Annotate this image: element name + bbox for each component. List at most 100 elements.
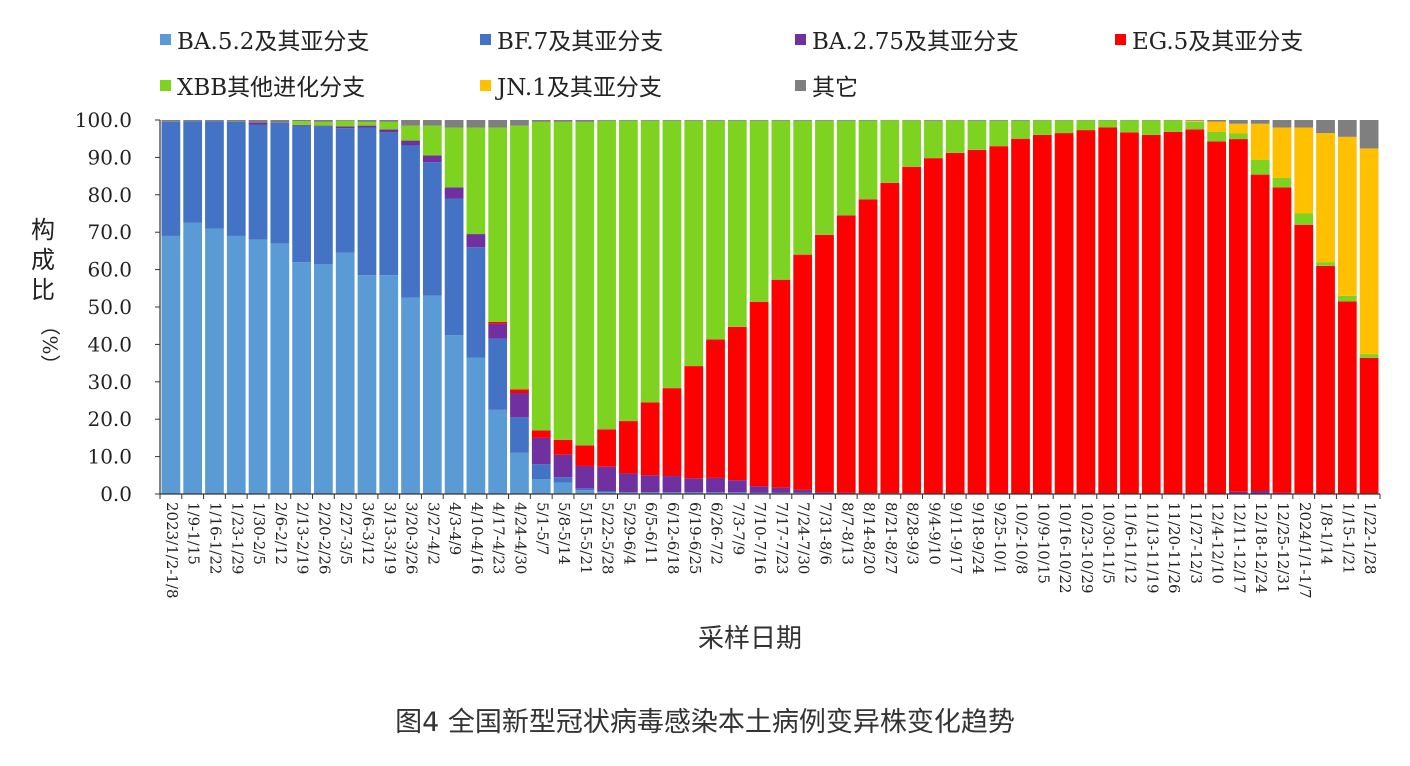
y-tick-label: 40.0 (87, 332, 132, 356)
bar-segment (335, 126, 355, 129)
bar-segment (1032, 120, 1052, 135)
y-tick-label: 100.0 (75, 108, 132, 132)
bar-segment (553, 120, 573, 122)
bar-segment (967, 120, 987, 121)
legend-swatch (1115, 33, 1126, 45)
bar-segment (597, 429, 616, 467)
bar-segment (619, 120, 638, 121)
bar-segment (553, 121, 573, 440)
bar-segment (662, 388, 682, 477)
bar-segment (836, 215, 856, 493)
bar-segment (575, 121, 595, 446)
bar-segment (575, 490, 595, 494)
bar-segment (357, 125, 377, 128)
bar-segment (1229, 133, 1248, 140)
x-tick-label: 7/24-7/30 (795, 502, 813, 574)
bar-segment (531, 120, 551, 122)
bar-segment (662, 476, 682, 493)
legend-swatch (480, 33, 491, 45)
x-tick-label: 1/30-2/5 (250, 502, 268, 565)
bar-segment (575, 120, 595, 122)
bar-segment (793, 120, 813, 255)
bar-segment (248, 122, 268, 125)
x-tick-label: 12/11-12/17 (1230, 502, 1248, 594)
bar-segment (335, 120, 355, 121)
bar-segment (1250, 159, 1270, 175)
bar-segment (727, 120, 747, 327)
x-tick-label: 2023/1/2-1/8 (163, 502, 181, 599)
bar-segment (684, 120, 704, 121)
bar-segment (597, 120, 616, 121)
bar-segment (1141, 120, 1161, 135)
bar-segment (684, 366, 704, 479)
bar-segment (314, 126, 333, 264)
bar-segment (1011, 138, 1030, 494)
x-tick-label: 6/5-6/11 (642, 502, 660, 565)
bar-segment (1163, 120, 1183, 132)
bar-segment (226, 121, 246, 236)
x-tick-label: 9/18-9/24 (969, 502, 987, 574)
bar-segment (401, 145, 420, 298)
bar-segment (205, 121, 224, 229)
x-tick-label: 9/4-9/10 (925, 502, 943, 565)
bar-segment (706, 492, 725, 493)
bar-segment (771, 120, 791, 280)
legend-item: BA.2.75及其亚分支 (795, 22, 1019, 56)
bar-segment (292, 125, 311, 263)
x-tick-label: 5/22-5/28 (599, 502, 617, 574)
x-tick-label: 10/2-10/8 (1013, 502, 1031, 574)
bar-segment (1337, 120, 1357, 137)
bar-segment (1359, 357, 1379, 494)
x-tick-label: 1/8-1/14 (1318, 502, 1336, 565)
bar-segment (597, 120, 616, 430)
y-tick-label: 50.0 (87, 295, 132, 319)
bar-segment (771, 279, 791, 488)
bar-segment (575, 488, 595, 491)
bar-segment (967, 149, 987, 494)
bar-segment (444, 120, 464, 128)
bar-segment (314, 120, 333, 122)
x-tick-label: 9/11-9/17 (947, 502, 965, 574)
bar-segment (793, 489, 813, 493)
bar-segment (357, 121, 377, 126)
bar-segment (880, 120, 900, 183)
bar-segment (1229, 139, 1248, 492)
bar-segment (1054, 120, 1074, 134)
bar-segment (640, 402, 660, 476)
bar-segment (553, 482, 573, 494)
x-tick-label: 11/13-11/19 (1143, 502, 1161, 594)
x-tick-label: 10/16-10/22 (1056, 502, 1074, 594)
y-label-char: 构 (31, 216, 55, 244)
bar-segment (989, 146, 1009, 494)
bar-segment (815, 120, 834, 121)
legend-label: BA.5.2及其亚分支 (177, 29, 370, 55)
bar-segment (727, 326, 747, 481)
bar-segment (292, 121, 311, 125)
bar-segment (1337, 136, 1357, 296)
bar-segment (1185, 121, 1205, 130)
legend-label: 其它 (812, 75, 858, 101)
bar-segment (1359, 120, 1379, 149)
legend-label: EG.5及其亚分支 (1132, 29, 1304, 55)
bar-segment (989, 120, 1009, 147)
x-tick-label: 2024/1/1-1/7 (1296, 502, 1314, 599)
bar-segment (575, 465, 595, 489)
bar-segment (1076, 130, 1096, 494)
legend-item: XBB其他进化分支 (160, 68, 365, 102)
bar-segment (1250, 491, 1270, 494)
bar-segment (531, 479, 551, 494)
bar-segment (1011, 120, 1030, 121)
x-tick-label: 10/9-10/15 (1034, 502, 1052, 584)
bar-segment (902, 120, 921, 167)
y-tick-label: 20.0 (87, 407, 132, 431)
bar-segment (379, 275, 399, 494)
bar-segment (597, 492, 616, 494)
bar-segment (1032, 134, 1052, 494)
bar-segment (684, 478, 704, 493)
x-tick-label: 7/31-8/6 (816, 502, 834, 565)
bar-segment (662, 492, 682, 493)
bar-segment (684, 120, 704, 367)
bar-segment (488, 120, 508, 128)
legend-swatch (480, 79, 491, 91)
legend-item: 其它 (795, 68, 858, 102)
